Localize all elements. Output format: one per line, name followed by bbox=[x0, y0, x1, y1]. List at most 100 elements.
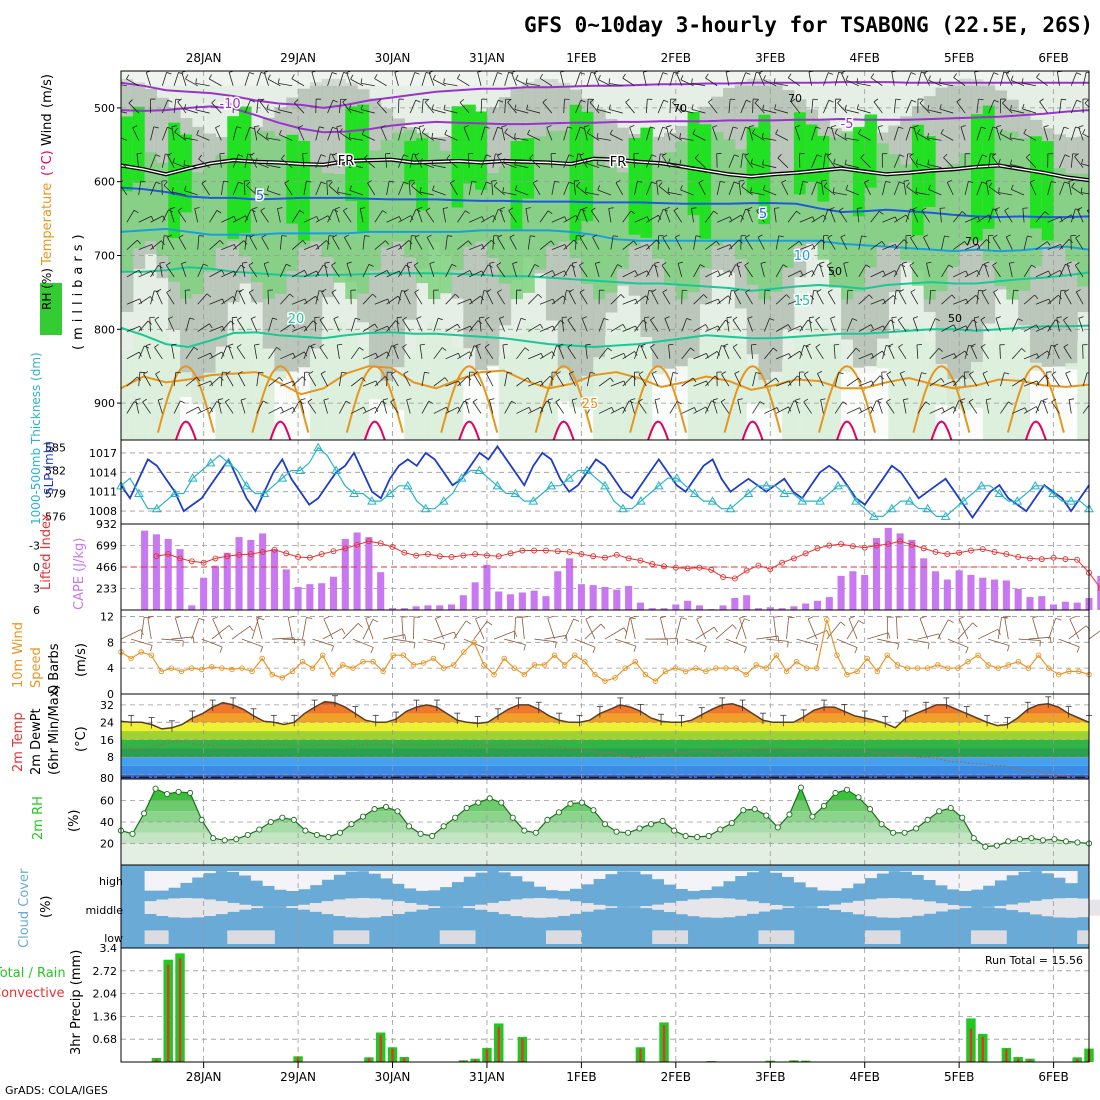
wind-speed-point bbox=[410, 662, 417, 668]
wind-barb-flag bbox=[943, 153, 948, 158]
wind-barb-flag bbox=[355, 317, 361, 320]
wind-barb bbox=[350, 377, 363, 387]
wind-speed-point bbox=[229, 666, 235, 673]
rh-point bbox=[855, 794, 862, 801]
rh-bright-column bbox=[286, 134, 299, 224]
wind-barb bbox=[915, 192, 930, 196]
wind-barb-flag bbox=[178, 234, 184, 238]
cloud-high-cell bbox=[333, 871, 346, 875]
precip-convective-bar bbox=[178, 958, 182, 1062]
wind-barb bbox=[551, 345, 557, 359]
precip-convective-bar bbox=[769, 1060, 772, 1062]
rh-point bbox=[463, 804, 470, 812]
rh-point bbox=[924, 816, 931, 823]
thickness-point bbox=[976, 480, 987, 490]
wind-barb bbox=[913, 126, 919, 141]
wind-barb bbox=[787, 375, 798, 387]
wind-barb bbox=[738, 181, 742, 196]
lifted-index-point bbox=[259, 549, 266, 555]
wind-barb bbox=[416, 318, 423, 332]
wind-barb-flag bbox=[349, 104, 352, 110]
wind-barb bbox=[432, 108, 446, 114]
wind-barb-flag bbox=[996, 125, 1002, 128]
wind-barb bbox=[882, 295, 894, 305]
rh-point bbox=[890, 829, 897, 836]
wind-barb bbox=[705, 351, 718, 360]
bottom-date-4FEB: 4FEB bbox=[850, 1070, 880, 1084]
wind-barb bbox=[197, 263, 204, 278]
wind-barb bbox=[181, 263, 187, 278]
lifted-index-point bbox=[495, 553, 502, 560]
surface-wind-barb bbox=[453, 620, 467, 640]
wind-barb bbox=[598, 407, 612, 414]
wind-barb bbox=[634, 181, 638, 196]
wind-barb bbox=[138, 320, 149, 332]
wind-speed-point bbox=[178, 668, 185, 675]
wind-barb-flag bbox=[716, 240, 720, 246]
thickness-point bbox=[331, 465, 341, 475]
cloud-middle-cell bbox=[935, 903, 948, 912]
wind-barb bbox=[705, 270, 719, 278]
wind-barb bbox=[667, 191, 682, 196]
wind-speed-point bbox=[914, 665, 921, 671]
rh-bright-column bbox=[227, 116, 240, 239]
wind-speed-point bbox=[279, 675, 286, 681]
wind-barb-flag bbox=[175, 371, 181, 374]
rh-low-column bbox=[593, 357, 606, 440]
thickness-point bbox=[259, 488, 270, 497]
wind-barb-flag bbox=[622, 324, 626, 329]
wind-barb bbox=[504, 99, 507, 114]
wind-barb-flag bbox=[568, 181, 574, 185]
wind-barb-flag bbox=[331, 289, 337, 293]
wind-barb bbox=[716, 345, 722, 359]
lifted-index-point bbox=[767, 566, 774, 573]
wind-barb-flag bbox=[773, 347, 778, 352]
wind-barb-flag bbox=[499, 207, 505, 210]
wind-barb bbox=[795, 399, 801, 414]
wind-barb bbox=[679, 137, 694, 141]
bottom-date-31JAN: 31JAN bbox=[469, 1070, 505, 1084]
rh-point bbox=[164, 791, 171, 798]
wind-barb bbox=[752, 401, 761, 414]
wind-barb-flag bbox=[1042, 398, 1048, 401]
wind-barb bbox=[846, 347, 857, 360]
wind-barb bbox=[760, 263, 765, 278]
wind-barb bbox=[332, 237, 340, 250]
wind-barb-flag bbox=[913, 316, 919, 319]
wind-barb-flag bbox=[802, 180, 808, 183]
wind-barb bbox=[525, 208, 529, 223]
wind-barb bbox=[777, 157, 789, 168]
wind-barb bbox=[493, 185, 505, 196]
surface-wind-barb bbox=[826, 621, 841, 640]
cloud-units-label: (%) bbox=[39, 896, 54, 919]
precip-convective-bar bbox=[1016, 1058, 1020, 1062]
wind-barb-flag bbox=[664, 207, 670, 210]
wind-barb bbox=[527, 133, 541, 141]
wind-barb bbox=[1051, 401, 1060, 414]
surface-wind-barb-flag bbox=[807, 616, 814, 620]
wind-barb bbox=[220, 345, 228, 359]
wind-barb bbox=[155, 373, 163, 387]
wind-barb bbox=[551, 295, 564, 305]
rh-point bbox=[544, 816, 551, 823]
wind-barb-flag bbox=[654, 261, 660, 264]
wind-barb bbox=[197, 235, 200, 250]
wind-barb-flag bbox=[484, 344, 490, 348]
wind-barb-flag bbox=[650, 316, 655, 321]
cloud-middle-cell bbox=[1053, 898, 1066, 918]
rh-green-column bbox=[959, 153, 972, 246]
wind-barb bbox=[693, 406, 707, 414]
wind-barb bbox=[402, 319, 411, 332]
cape-bar bbox=[259, 533, 267, 610]
wind-barb-flag bbox=[597, 185, 600, 191]
wind-barb bbox=[224, 401, 234, 414]
wind-barb bbox=[121, 137, 128, 141]
wind-barb-flag bbox=[623, 380, 627, 386]
wind-barb bbox=[916, 163, 930, 169]
wind-barb bbox=[167, 318, 175, 332]
wind-barb bbox=[197, 352, 211, 360]
temp-tick-24: 24 bbox=[100, 716, 114, 729]
surface-wind-barb bbox=[685, 638, 707, 647]
wind-barb bbox=[138, 372, 141, 387]
wind-barb bbox=[799, 270, 813, 278]
